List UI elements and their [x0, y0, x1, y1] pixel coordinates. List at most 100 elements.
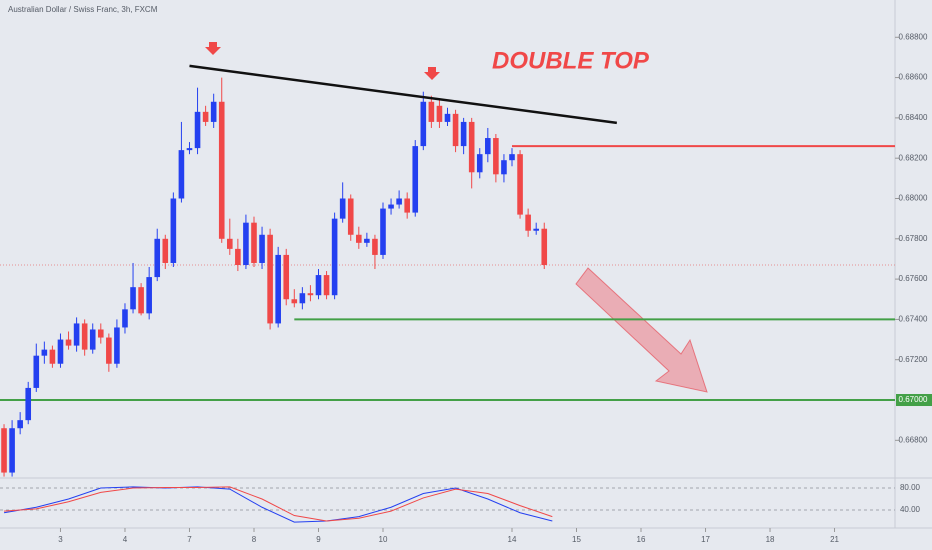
- candle-body: [33, 355, 40, 388]
- candle-body: [178, 150, 185, 199]
- y-tick-label: 0.68600: [899, 73, 928, 82]
- candle-body: [122, 309, 128, 328]
- candle-body: [89, 329, 96, 350]
- candle-body: [347, 198, 354, 235]
- price-label: 0.67000: [899, 395, 928, 404]
- candle-body: [202, 111, 209, 122]
- x-tick-label: 8: [252, 535, 257, 544]
- price-label-box: [896, 394, 932, 407]
- candle-body: [412, 146, 419, 213]
- candle-body: [146, 277, 152, 314]
- candle-body: [364, 238, 370, 243]
- candle-body: [436, 105, 443, 122]
- candle-body: [388, 204, 394, 209]
- candle-body: [25, 387, 32, 421]
- candle-body: [541, 228, 548, 265]
- candle-body: [259, 234, 265, 263]
- x-tick-label: 4: [123, 535, 128, 544]
- annotation: DOUBLE TOP: [492, 47, 650, 74]
- y-tick-label: 0.67200: [899, 355, 928, 364]
- y-tick-label: 0.67600: [899, 274, 928, 283]
- trendline: [189, 64, 617, 125]
- candle-body: [307, 293, 314, 296]
- candle-body: [356, 234, 362, 243]
- arrow-marker: [205, 42, 221, 55]
- candle-body: [226, 238, 233, 249]
- candle-body: [283, 254, 290, 300]
- candle-body: [186, 148, 193, 151]
- projection-arrow: [575, 267, 708, 393]
- candle-body: [170, 198, 177, 263]
- y-tick-label: 0.68400: [899, 113, 928, 122]
- candle-body: [525, 214, 531, 231]
- candle-body: [517, 154, 523, 215]
- x-tick-label: 10: [379, 535, 388, 544]
- candle-body: [114, 327, 120, 364]
- candle-body: [396, 198, 402, 205]
- candle-body: [444, 113, 451, 122]
- candle-body: [380, 208, 386, 255]
- candle-body: [194, 111, 201, 149]
- x-tick-label: 3: [58, 535, 63, 544]
- x-tick-label: 14: [508, 535, 517, 544]
- candle-body: [509, 154, 515, 161]
- candle-body: [81, 323, 88, 350]
- candle-body: [130, 287, 136, 310]
- candle-body: [267, 234, 273, 324]
- candle-body: [17, 420, 23, 429]
- candle-body: [452, 113, 459, 147]
- x-tick-label: 18: [766, 535, 775, 544]
- candle-body: [57, 339, 64, 364]
- candle-body: [106, 337, 112, 364]
- candle-body: [210, 101, 217, 122]
- chart-subtitle: Australian Dollar / Swiss Franc, 3h, FXC…: [8, 5, 158, 14]
- candle-body: [275, 254, 281, 324]
- candle-body: [162, 238, 169, 263]
- y-tick-label: 0.68200: [899, 153, 928, 162]
- candle-body: [299, 293, 306, 304]
- candle-body: [493, 138, 499, 175]
- candle-body: [468, 121, 475, 173]
- candle-body: [501, 160, 507, 175]
- y-tick-label: 0.67400: [899, 315, 928, 324]
- candle-body: [154, 238, 161, 278]
- candle-body: [243, 222, 249, 265]
- candle-body: [1, 428, 7, 473]
- candle-body: [485, 138, 491, 155]
- candle-body: [323, 275, 330, 296]
- x-tick-label: 7: [187, 535, 192, 544]
- x-tick-label: 9: [316, 535, 321, 544]
- candle-body: [138, 287, 144, 314]
- candle-body: [331, 218, 338, 296]
- y-tick-label: 40.00: [900, 505, 921, 514]
- candle-body: [49, 349, 56, 364]
- x-tick-label: 15: [572, 535, 581, 544]
- x-tick-label: 21: [830, 535, 839, 544]
- candle-body: [218, 101, 225, 239]
- candle-body: [235, 248, 241, 265]
- arrow-marker: [424, 67, 440, 80]
- x-tick-label: 17: [701, 535, 710, 544]
- candle-body: [97, 329, 104, 338]
- candle-body: [291, 299, 298, 304]
- oscillator-line: [3, 486, 553, 522]
- y-tick-label: 0.67800: [899, 234, 928, 243]
- candle-body: [41, 349, 48, 356]
- candle-body: [533, 228, 539, 231]
- y-tick-label: 0.66800: [899, 435, 928, 444]
- y-tick-label: 80.00: [900, 483, 921, 492]
- candle-body: [476, 154, 483, 173]
- candle-body: [65, 339, 72, 346]
- y-tick-label: 0.68800: [899, 32, 928, 41]
- candle-body: [9, 428, 15, 473]
- candle-body: [251, 222, 257, 263]
- candle-body: [372, 238, 378, 255]
- candle-body: [73, 323, 80, 346]
- y-tick-label: 0.68000: [899, 194, 928, 203]
- candle-body: [315, 275, 322, 296]
- candle-body: [460, 121, 467, 147]
- candle-body: [428, 101, 435, 122]
- candle-body: [404, 198, 410, 213]
